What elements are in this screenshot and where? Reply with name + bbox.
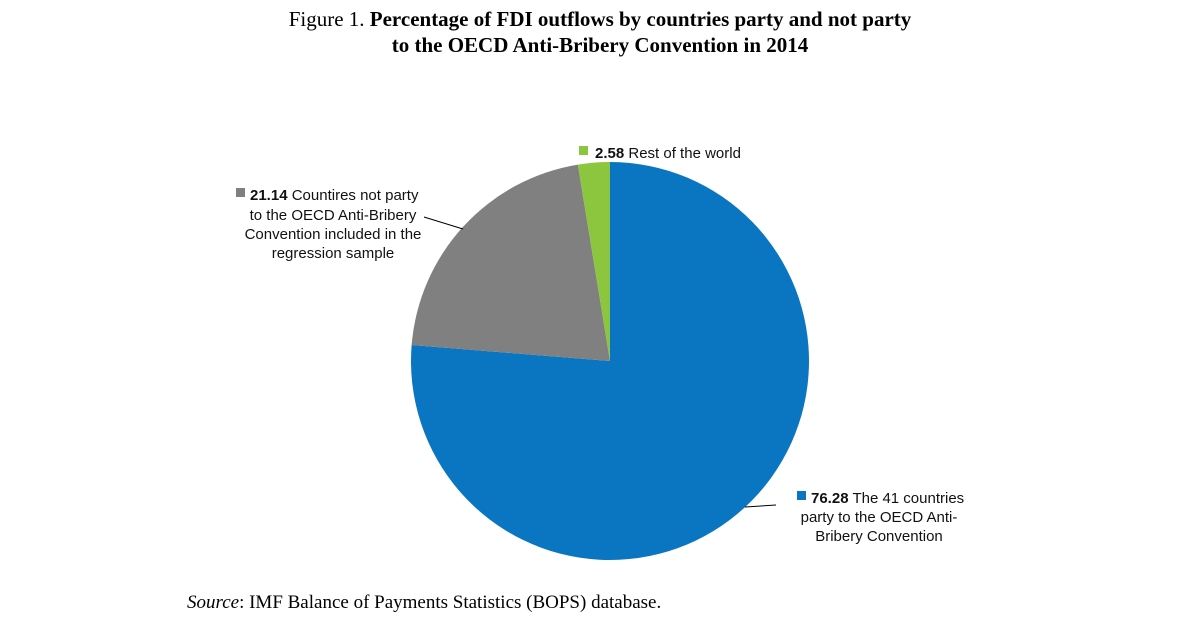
title-prefix: Figure 1. <box>288 7 365 31</box>
pie-slice-non-parties-sample <box>411 164 610 361</box>
pie-slice-rest-of-world <box>577 162 610 361</box>
label-swatch-rest-of-world <box>579 146 588 155</box>
slice-label-convention-parties-line-2: party to the OECD Anti- <box>801 509 958 526</box>
leader-line-non-parties-sample <box>423 216 464 230</box>
slice-label-convention-parties-line-1: 76.28 The 41 countries <box>811 490 964 507</box>
slice-labels: 76.28 The 41 countries party to the OECD … <box>236 145 964 545</box>
slice-label-rest-of-world-line-1: 2.58 Rest of the world <box>595 145 741 162</box>
source-label: Source <box>187 592 240 613</box>
title-main-line-1: Percentage of FDI outflows by countries … <box>369 7 912 31</box>
slice-label-non-parties-sample-line-2: to the OECD Anti-Bribery <box>250 207 417 224</box>
title-line-2: to the OECD Anti-Bribery Convention in 2… <box>391 33 809 57</box>
title-line-1: Figure 1. Percentage of FDI outflows by … <box>0 6 1200 32</box>
slice-label-non-parties-sample-line-1: 21.14 Countires not party <box>250 187 419 204</box>
slice-value-non-parties-sample: 21.14 <box>250 187 288 204</box>
slice-label-convention-parties-line-3: Bribery Convention <box>815 528 943 545</box>
label-swatch-convention-parties <box>797 491 806 500</box>
slice-value-rest-of-world: 2.58 <box>595 145 624 162</box>
pie-slice-convention-parties <box>410 162 809 561</box>
source-note: Source: IMF Balance of Payments Statisti… <box>187 592 661 614</box>
leader-lines <box>423 216 777 508</box>
slice-label-non-parties-sample-line-3: Convention included in the <box>245 226 422 243</box>
slice-value-convention-parties: 76.28 <box>811 490 849 507</box>
leader-line-convention-parties <box>744 504 777 508</box>
slice-label-non-parties-sample-line-4: regression sample <box>272 245 395 262</box>
label-swatch-non-parties-sample <box>236 188 245 197</box>
pie-slices <box>410 162 809 561</box>
source-text: : IMF Balance of Payments Statistics (BO… <box>239 592 662 613</box>
chart-title: Figure 1. Percentage of FDI outflows by … <box>0 6 1200 58</box>
